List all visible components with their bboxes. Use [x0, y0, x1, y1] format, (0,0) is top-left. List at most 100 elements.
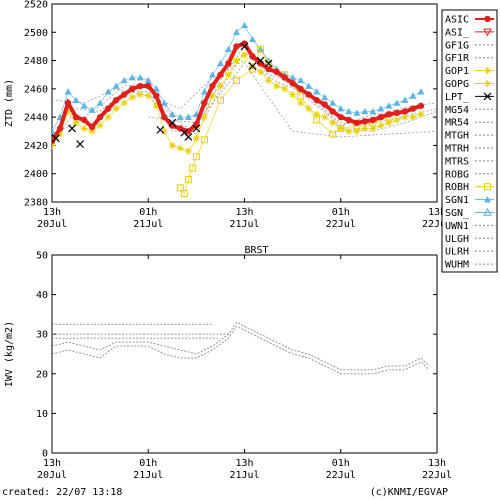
legend-marker	[483, 207, 492, 216]
asic-point	[217, 71, 224, 78]
ztd-ytick-label: 2440	[24, 113, 48, 124]
legend-label: ULRH	[445, 247, 469, 258]
gop1-point	[313, 110, 321, 118]
gop1-point	[208, 92, 216, 100]
legend-label: ASI_	[445, 27, 470, 38]
iwv-ytick-label: 40	[36, 290, 48, 301]
sgn1-point	[361, 107, 369, 115]
gop1-point	[329, 119, 337, 127]
lpt-point	[248, 62, 257, 71]
lpt-point	[192, 124, 201, 133]
gop1-point	[192, 134, 200, 142]
sgn1-point	[224, 45, 232, 53]
iwv-plot-area	[52, 321, 430, 375]
asic-point	[64, 99, 72, 107]
sgn1-point	[160, 99, 168, 106]
asic-point	[233, 43, 240, 50]
sgn1-point	[241, 21, 248, 29]
robh-point	[313, 116, 321, 124]
sgn1-point	[353, 109, 361, 116]
gop1-point	[168, 141, 176, 149]
gop1-point	[353, 127, 361, 135]
ztd-ytick-label: 2400	[24, 169, 48, 180]
legend-label: ULGH	[445, 234, 469, 245]
ztd-ytick-label: 2500	[24, 28, 48, 39]
sgn1-point	[393, 99, 401, 106]
gop1-point	[241, 51, 248, 59]
ztd-xtick-label: 21Jul	[133, 219, 163, 230]
asic-point	[281, 74, 288, 81]
asic-point	[369, 116, 377, 124]
iwv-ylabel: IWV (kg/m2)	[4, 321, 15, 387]
legend-marker	[484, 183, 491, 191]
asic-point	[129, 85, 136, 93]
robh-point	[176, 184, 184, 192]
iwv-xtick-label: 21Jul	[229, 470, 259, 481]
asic-point	[137, 82, 144, 90]
sgn1-point	[297, 76, 305, 84]
iwv-xtick-label: 21Jul	[133, 470, 163, 481]
gop1-point	[128, 93, 136, 101]
lpt-point	[76, 140, 84, 148]
ztd-ytick-label: 2480	[24, 56, 48, 67]
sgn1-point	[152, 85, 160, 92]
gop1-point	[369, 124, 377, 132]
gop1-point	[409, 113, 417, 121]
sgn1-point	[401, 96, 409, 103]
copyright-credit: (c)KNMI/EGVAP	[369, 487, 448, 498]
gop1-point	[297, 99, 305, 107]
iwv-title: BRST	[244, 245, 268, 256]
ztd-frame	[51, 3, 438, 203]
ztd-ytick-label: 2520	[24, 0, 48, 11]
sgn1-point	[232, 28, 240, 36]
lpt-point	[168, 118, 177, 127]
gop1-point	[385, 119, 393, 127]
legend-box	[441, 9, 498, 273]
asic-point	[361, 118, 369, 125]
asic-point	[385, 111, 393, 118]
legend-label: GF1R	[445, 53, 470, 64]
sgn1-point	[289, 74, 297, 81]
gop1-point	[265, 76, 273, 84]
asic-point	[88, 123, 96, 131]
asic-point	[297, 85, 304, 93]
sgn1-point	[184, 113, 192, 120]
iwv-xtick-label: 20Jul	[37, 470, 67, 481]
asic-point	[161, 113, 168, 121]
gop1-point	[96, 122, 104, 130]
legend-item-gf1g: GF1G	[445, 40, 494, 51]
gop1-point	[136, 91, 144, 99]
robh-series-line	[179, 48, 390, 195]
sgn1-point	[385, 102, 393, 109]
asic-point	[393, 109, 401, 117]
sgn1-point	[176, 113, 184, 120]
iwv-xtick-label: 13h	[43, 458, 61, 469]
legend-item-wuhm: WUHM	[445, 260, 494, 271]
ztd-xtick-label: 20Jul	[37, 219, 67, 230]
robh-point	[180, 190, 188, 198]
legend-label: WUHM	[445, 260, 469, 271]
asic-point	[72, 113, 80, 121]
iwv-xtick-label: 13h	[235, 458, 253, 469]
legend-item-gopg: GOPG	[445, 79, 494, 90]
legend-item-mtrs: MTRS	[445, 156, 494, 167]
lpt-point	[256, 56, 265, 65]
lpt-point	[68, 124, 76, 133]
asic-point	[305, 91, 312, 98]
sgn1-point	[104, 88, 112, 95]
sgn1-point	[305, 82, 313, 89]
gop1-point	[64, 107, 72, 115]
iwv-xtick-label: 22Jul	[326, 470, 356, 481]
robh-point	[192, 153, 200, 161]
asic-point	[321, 101, 328, 108]
legend-label: SGN_	[445, 208, 470, 219]
iwv-ytick-label: 50	[36, 251, 48, 262]
gop1-point	[361, 124, 369, 132]
asic-point	[153, 92, 160, 100]
asic-point	[337, 113, 344, 121]
legend-item-asic: ASIC	[445, 15, 494, 26]
legend-item-sgn1: SGN1	[445, 195, 494, 206]
legend-item-mg54: MG54	[445, 105, 494, 116]
